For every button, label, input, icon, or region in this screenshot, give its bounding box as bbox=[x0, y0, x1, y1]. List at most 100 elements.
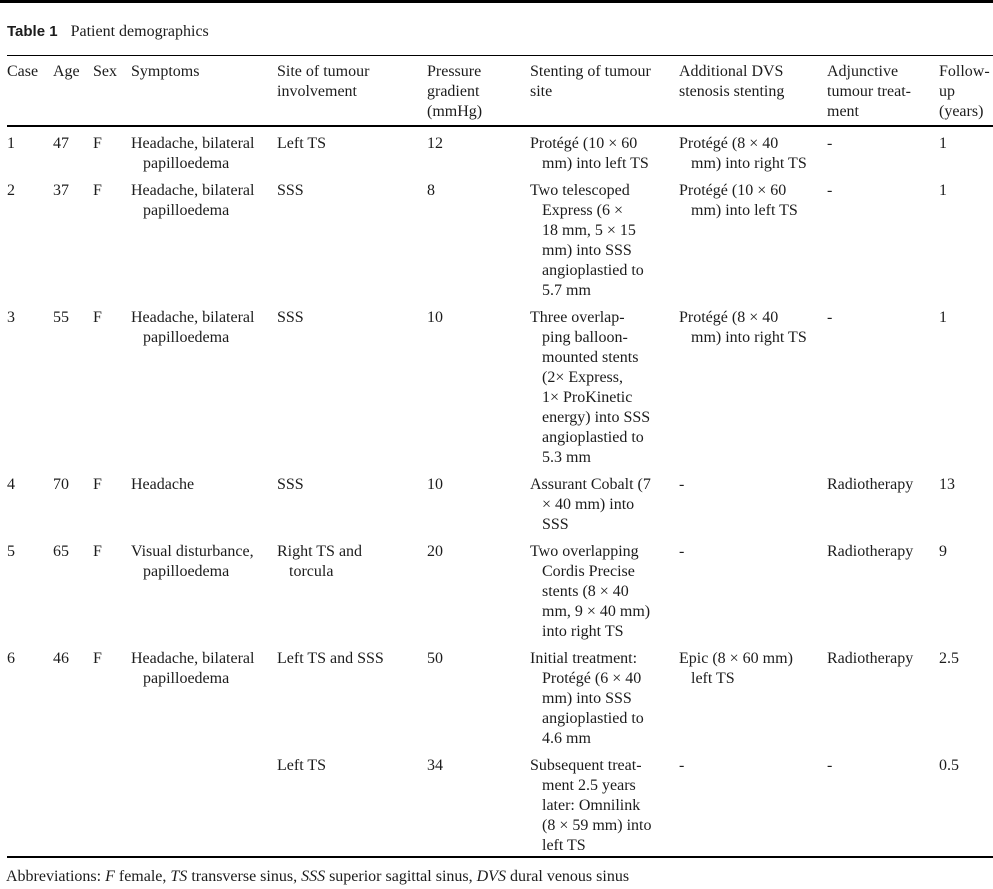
cell-case: 3 bbox=[7, 309, 15, 326]
cell-symptoms: Headache, bilateral papilloedema bbox=[131, 309, 255, 346]
cell-site: Left TS bbox=[277, 757, 327, 774]
cell-case: 6 bbox=[7, 650, 15, 667]
cell-age: 55 bbox=[53, 309, 69, 326]
table-caption: Table 1 Patient demographics bbox=[7, 22, 993, 42]
table-row-case-5: 5 65 F Visual disturbance, papilloedema … bbox=[7, 535, 993, 642]
cell-symptoms: Headache, bilateral papilloedema bbox=[131, 182, 255, 219]
cell-age: 37 bbox=[53, 182, 69, 199]
cell-stenting: Initial treatment: Protégé (6 × 40 mm) i… bbox=[530, 650, 644, 747]
abbr-f-definition: female, bbox=[114, 868, 171, 885]
col-header-adjunctive-treatment: Adjunctive tumour treat- ment bbox=[827, 63, 911, 120]
cell-gradient: 8 bbox=[427, 182, 435, 199]
cell-sex: F bbox=[93, 135, 102, 152]
abbreviations-footnote: Abbreviations: F female, TS transverse s… bbox=[6, 867, 993, 887]
col-header-case: Case bbox=[7, 63, 39, 80]
cell-additional: Protégé (8 × 40 mm) into right TS bbox=[679, 135, 807, 172]
cell-additional: Protégé (8 × 40 mm) into right TS bbox=[679, 309, 807, 346]
cell-stenting: Two overlapping Cordis Precise stents (8… bbox=[530, 543, 651, 640]
col-header-stenting: Stenting of tumour site bbox=[530, 63, 651, 100]
col-header-symptoms: Symptoms bbox=[131, 63, 200, 80]
cell-sex bbox=[93, 749, 131, 857]
cell-site: SSS bbox=[277, 476, 304, 493]
col-header-site: Site of tumour involvement bbox=[277, 63, 370, 100]
table-row-case-6-initial: 6 46 F Headache, bilateral papilloedema … bbox=[7, 642, 993, 749]
cell-age: 47 bbox=[53, 135, 69, 152]
cell-case: 2 bbox=[7, 182, 15, 199]
table-row-case-3: 3 55 F Headache, bilateral papilloedema … bbox=[7, 301, 993, 468]
cell-stenting: Subsequent treat- ment 2.5 years later: … bbox=[530, 757, 652, 854]
cell-followup: 1 bbox=[939, 135, 947, 152]
cell-gradient: 34 bbox=[427, 757, 443, 774]
cell-case: 1 bbox=[7, 135, 15, 152]
table-row-case-2: 2 37 F Headache, bilateral papilloedema … bbox=[7, 174, 993, 301]
cell-stenting: Protégé (10 × 60 mm) into left TS bbox=[530, 135, 649, 172]
table-caption-text: Patient demographics bbox=[70, 23, 209, 40]
cell-additional: - bbox=[679, 757, 685, 774]
cell-additional: - bbox=[679, 543, 685, 560]
cell-sex: F bbox=[93, 650, 102, 667]
cell-stenting: Three overlap- ping balloon- mounted ste… bbox=[530, 309, 651, 466]
cell-symptoms: Visual disturbance, papilloedema bbox=[131, 543, 254, 580]
cell-adjunctive: - bbox=[827, 757, 833, 774]
cell-sex: F bbox=[93, 182, 102, 199]
col-header-additional-stenting: Additional DVS stenosis stenting bbox=[679, 63, 785, 100]
abbr-ts: TS bbox=[170, 868, 188, 885]
table-body: 1 47 F Headache, bilateral papilloedema … bbox=[7, 126, 993, 857]
cell-gradient: 12 bbox=[427, 135, 443, 152]
cell-followup: 13 bbox=[939, 476, 955, 493]
cell-stenting: Assurant Cobalt (7 × 40 mm) into SSS bbox=[530, 476, 651, 533]
cell-adjunctive: - bbox=[827, 182, 833, 199]
abbr-sss-definition: superior sagittal sinus, bbox=[325, 868, 477, 885]
table-header: Case Age Sex Symptoms Site of tumour inv… bbox=[7, 55, 993, 126]
cell-site: SSS bbox=[277, 309, 304, 326]
abbr-f: F bbox=[105, 868, 115, 885]
footnote-prefix: Abbreviations: bbox=[6, 868, 106, 885]
col-header-followup: Follow- up (years) bbox=[939, 63, 990, 120]
abbr-dvs-definition: dural venous sinus bbox=[505, 868, 630, 885]
cell-site: Right TS and torcula bbox=[277, 543, 363, 580]
table-row-case-4: 4 70 F Headache SSS 10 Assurant Cobalt (… bbox=[7, 468, 993, 535]
cell-case: 4 bbox=[7, 476, 15, 493]
cell-gradient: 50 bbox=[427, 650, 443, 667]
patient-demographics-table: Case Age Sex Symptoms Site of tumour inv… bbox=[7, 55, 993, 858]
cell-gradient: 20 bbox=[427, 543, 443, 560]
cell-symptoms: Headache, bilateral papilloedema bbox=[131, 135, 255, 172]
cell-additional: Protégé (10 × 60 mm) into left TS bbox=[679, 182, 798, 219]
cell-symptoms: Headache bbox=[131, 476, 195, 493]
cell-age: 46 bbox=[53, 650, 69, 667]
cell-site: Left TS bbox=[277, 135, 327, 152]
cell-adjunctive: Radiotherapy bbox=[827, 543, 914, 560]
cell-adjunctive: - bbox=[827, 135, 833, 152]
cell-symptoms bbox=[131, 749, 277, 857]
col-header-sex: Sex bbox=[93, 63, 117, 80]
cell-additional: Epic (8 × 60 mm) left TS bbox=[679, 650, 793, 687]
header-row: Case Age Sex Symptoms Site of tumour inv… bbox=[7, 55, 993, 126]
cell-adjunctive: Radiotherapy bbox=[827, 650, 914, 667]
cell-age: 70 bbox=[53, 476, 69, 493]
cell-followup: 9 bbox=[939, 543, 947, 560]
cell-site: Left TS and SSS bbox=[277, 650, 384, 667]
col-header-age: Age bbox=[53, 63, 80, 80]
cell-followup: 0.5 bbox=[939, 757, 959, 774]
abbr-dvs: DVS bbox=[476, 868, 506, 885]
cell-followup: 1 bbox=[939, 182, 947, 199]
abbr-ts-definition: transverse sinus, bbox=[187, 868, 302, 885]
cell-site: SSS bbox=[277, 182, 304, 199]
cell-followup: 2.5 bbox=[939, 650, 959, 667]
cell-additional: - bbox=[679, 476, 685, 493]
cell-sex: F bbox=[93, 309, 102, 326]
cell-gradient: 10 bbox=[427, 309, 443, 326]
cell-symptoms: Headache, bilateral papilloedema bbox=[131, 650, 255, 687]
cell-stenting: Two telescoped Express (6 × 18 mm, 5 × 1… bbox=[530, 182, 644, 299]
page-top-rule bbox=[0, 0, 993, 3]
cell-gradient: 10 bbox=[427, 476, 443, 493]
table-row-case-6-subsequent: Left TS 34 Subsequent treat- ment 2.5 ye… bbox=[7, 749, 993, 857]
cell-sex: F bbox=[93, 543, 102, 560]
cell-adjunctive: - bbox=[827, 309, 833, 326]
cell-case: 5 bbox=[7, 543, 15, 560]
cell-age bbox=[53, 749, 93, 857]
cell-followup: 1 bbox=[939, 309, 947, 326]
cell-age: 65 bbox=[53, 543, 69, 560]
table-number-label: Table 1 bbox=[7, 23, 58, 40]
